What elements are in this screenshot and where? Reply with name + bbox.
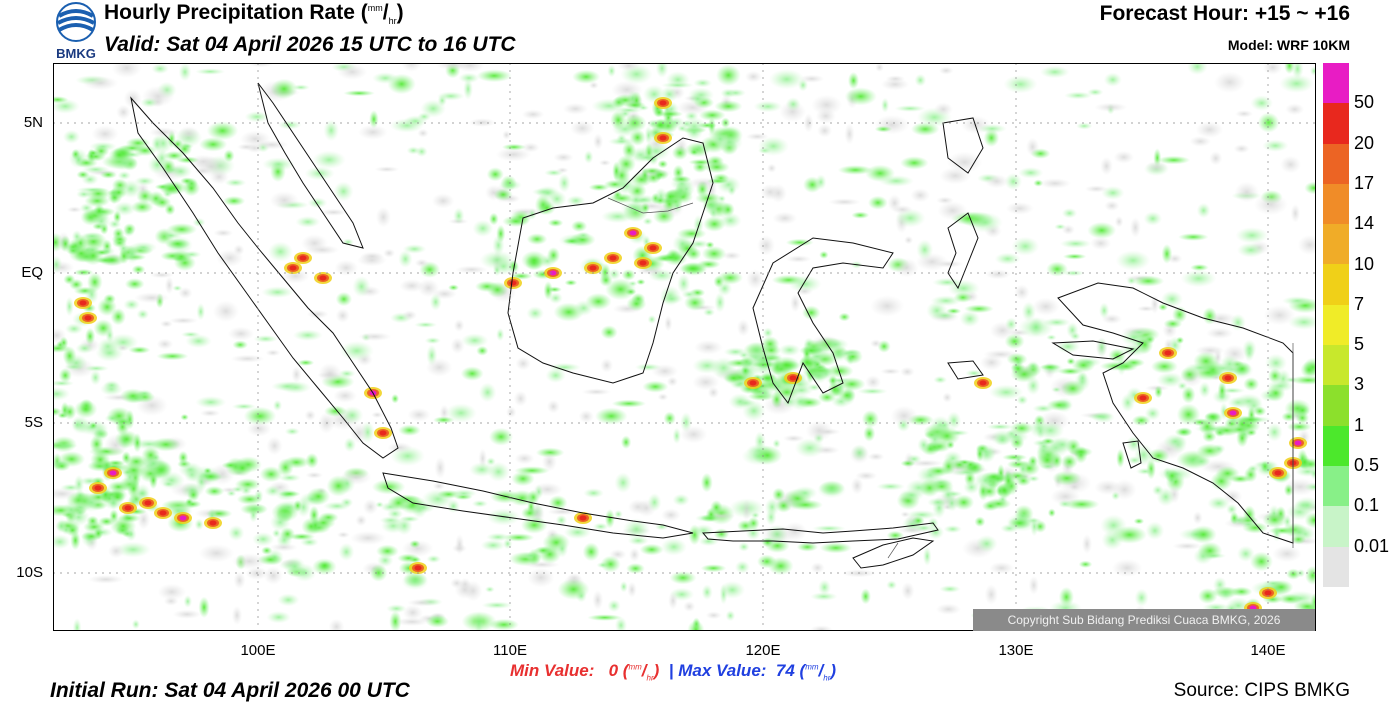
color-bar-segment [1323,385,1349,426]
stats-separator: | [668,661,674,680]
precipitation-map [53,63,1316,631]
gridlines [53,63,1316,631]
color-bar-label: 0.1 [1354,495,1380,516]
color-bar [1323,63,1349,587]
forecast-hour: Forecast Hour: +15 ~ +16 [1099,2,1350,25]
color-bar-label: 10 [1354,253,1375,274]
title-close: ) [396,1,404,24]
color-bar-segment [1323,183,1349,225]
initial-run: Initial Run: Sat 04 April 2026 00 UTC [50,679,410,702]
borders [607,197,1294,559]
color-bar-segment [1323,304,1349,346]
color-bar-label: 14 [1354,213,1375,234]
title-text: Hourly Precipitation Rate ( [104,1,368,24]
color-bar-segment [1323,103,1349,144]
valid-time: Valid: Sat 04 April 2026 15 UTC to 16 UT… [104,33,516,56]
min-label: Min Value: [510,661,595,680]
lon-label-110e: 110E [493,642,527,659]
map-frame [53,63,1316,631]
chart-title: Hourly Precipitation Rate (mm/hr) [104,1,404,27]
min-number: 0 [608,661,619,680]
bmkg-logo: BMKG [52,2,100,61]
copyright-notice: Copyright Sub Bidang Prediksi Cuaca BMKG… [973,609,1315,631]
color-bar-segment [1323,506,1349,547]
model-name: Model: WRF 10KM [1227,37,1350,53]
title-unit-num: mm [367,3,383,13]
max-number: 74 [775,661,795,680]
color-bar-segment [1323,465,1349,507]
color-bar-label: 0.01 [1354,535,1390,556]
color-bar-label: 0.5 [1354,455,1380,476]
max-value: Max Value: 74 (mm/hr) [678,661,837,683]
logo-text: BMKG [56,46,96,60]
color-bar-segment [1323,546,1349,587]
lon-label-130e: 130E [998,642,1034,659]
min-max-values: Min Value: 0 (mm/hr) | Max Value: 74 (mm… [510,661,836,682]
color-bar-label: 1 [1354,414,1365,435]
color-bar-segment [1323,63,1349,104]
color-bar-label: 3 [1354,374,1365,395]
color-bar-segment [1323,143,1349,184]
lon-label-100e: 100E [240,642,276,659]
lat-label-5s: 5S [24,414,43,431]
title-unit-den: hr [388,16,397,27]
max-label: Max Value: [678,661,767,680]
lat-label-5n: 5N [23,114,43,131]
color-bar-segment [1323,345,1349,386]
color-bar-label: 17 [1354,172,1375,193]
color-bar-label: 7 [1354,293,1365,314]
color-bar-label: 20 [1354,132,1375,153]
lon-label-120e: 120E [745,642,781,659]
source-credit: Source: CIPS BMKG [1173,680,1350,701]
color-bar-label: 50 [1354,92,1375,113]
color-bar-label: 5 [1354,334,1365,355]
lat-label-10s: 10S [16,564,43,581]
coastlines [130,82,1294,569]
lon-label-140e: 140E [1250,642,1286,659]
lat-label-eq: EQ [21,264,43,281]
color-bar-segment [1323,224,1349,265]
color-bar-segment [1323,264,1349,305]
min-value: Min Value: 0 (mm/hr) [510,661,660,683]
color-bar-segment [1323,425,1349,466]
